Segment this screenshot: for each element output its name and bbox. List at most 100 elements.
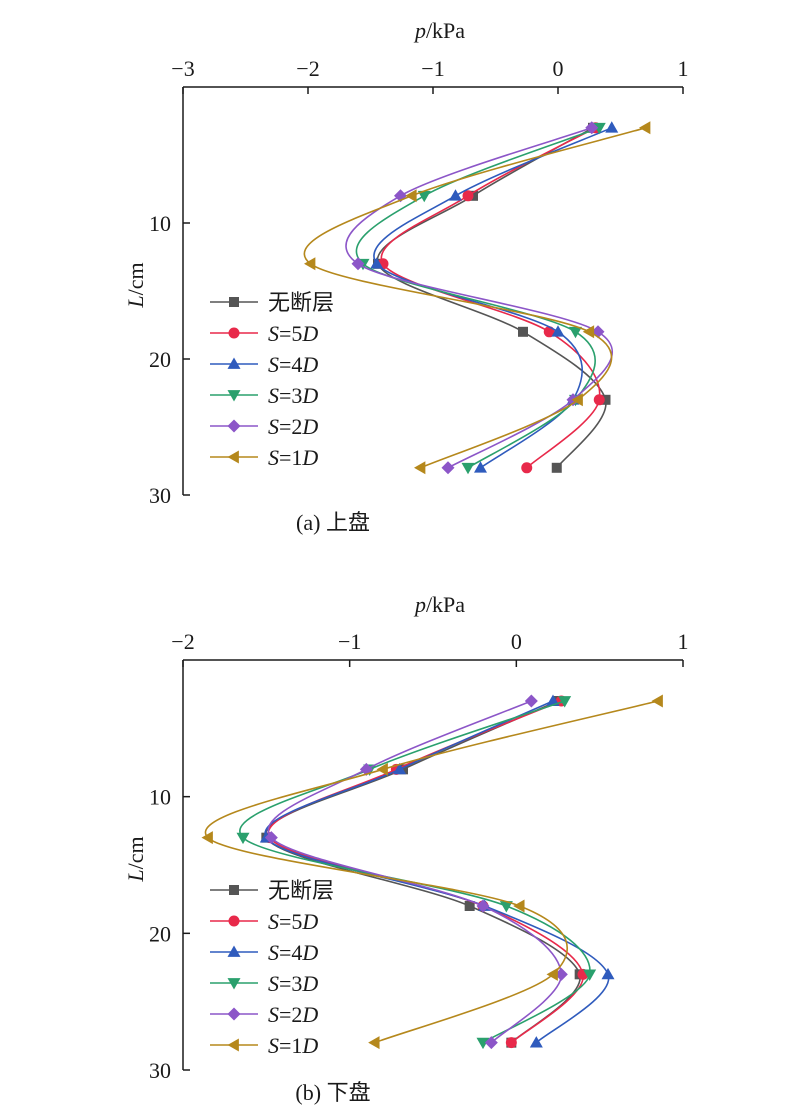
data-point [414, 461, 426, 475]
legend-label-eq: =3 [279, 971, 302, 996]
data-point [393, 762, 407, 775]
data-point [201, 831, 213, 845]
legend-label-eq: =4 [279, 352, 302, 377]
legend-label-var: S [268, 321, 279, 346]
data-point [513, 899, 525, 913]
legend-entry: S=5D [210, 321, 318, 346]
legend-label-var: S [268, 383, 279, 408]
legend-label-sub: D [301, 414, 318, 439]
legend-entry: S=2D [210, 414, 318, 439]
legend-label-sub: D [301, 445, 318, 470]
data-point [521, 462, 533, 474]
legend-marker [229, 297, 239, 307]
data-point [518, 326, 528, 337]
legend-marker [228, 915, 240, 927]
data-point [529, 1036, 543, 1048]
data-point [464, 901, 475, 911]
series-5 [201, 694, 663, 1050]
data-point [476, 1037, 490, 1050]
legend-label-eq: =5 [279, 909, 302, 934]
y-tick-label: 10 [149, 211, 171, 236]
data-point [351, 257, 365, 271]
series-3 [236, 696, 597, 1050]
data-point [571, 393, 583, 407]
legend-entry: S=3D [210, 971, 318, 996]
data-point [441, 461, 455, 475]
legend-label-var: S [268, 414, 279, 439]
legend-entry: 无断层 [210, 290, 334, 315]
data-point [370, 257, 384, 269]
y-axis-label-unit: /cm [123, 262, 148, 295]
x-tick-label: −1 [338, 629, 361, 654]
legend-marker [227, 945, 241, 957]
legend-marker [227, 390, 241, 402]
legend-label-var: S [268, 1002, 279, 1027]
data-point [569, 326, 582, 339]
legend-label-eq: =4 [279, 940, 302, 965]
legend-label-sub: D [301, 971, 318, 996]
data-point [405, 189, 417, 203]
data-point [551, 462, 562, 473]
legend-label: 无断层 [268, 290, 334, 315]
legend-entry: S=2D [210, 1002, 318, 1027]
data-point [476, 899, 490, 913]
data-point [368, 1036, 380, 1050]
series-0 [373, 122, 611, 473]
data-point [264, 831, 278, 845]
data-point [417, 190, 431, 203]
y-axis-label-var: L [123, 295, 148, 308]
legend-label-sub: D [301, 352, 318, 377]
legend-label: S=2D [268, 414, 318, 439]
data-point [474, 461, 487, 473]
x-tick-label: 0 [553, 56, 564, 81]
x-axis-label: p/kPa [413, 592, 465, 617]
x-axis-label-var: p [413, 18, 426, 43]
series-line [373, 127, 613, 469]
x-tick-label: −2 [296, 56, 319, 81]
x-tick-label: −2 [171, 629, 194, 654]
data-point [236, 832, 250, 845]
data-point [639, 121, 651, 135]
data-point [461, 462, 475, 475]
series-4 [264, 694, 568, 1050]
data-point [524, 694, 538, 708]
legend-label: 无断层 [268, 878, 334, 903]
series-line [303, 127, 646, 469]
x-tick-label: −1 [421, 56, 444, 81]
legend-label: S=3D [268, 971, 318, 996]
y-tick-label: 20 [149, 921, 171, 946]
series-1 [377, 122, 605, 474]
legend-label: S=2D [268, 1002, 318, 1027]
data-point [600, 394, 611, 405]
data-point [546, 694, 560, 706]
y-axis-label-unit: /cm [123, 836, 148, 869]
series-2 [370, 121, 619, 473]
x-tick-label: −3 [171, 56, 194, 81]
legend-label-eq: =5 [279, 321, 302, 346]
legend-label-eq: =1 [279, 1033, 302, 1058]
legend-label-sub: D [301, 1033, 318, 1058]
data-point [551, 325, 565, 337]
legend-label: S=1D [268, 445, 318, 470]
series-line [204, 700, 659, 1044]
data-point [585, 121, 599, 135]
data-point [605, 121, 619, 133]
legend-marker [227, 1038, 239, 1052]
y-axis-label: L/cm [123, 836, 148, 882]
series-line [345, 127, 614, 469]
data-point [593, 394, 605, 406]
y-axis-label-var: L [123, 869, 148, 882]
x-tick-label: 1 [678, 56, 689, 81]
data-point [499, 901, 513, 913]
data-point [583, 969, 597, 981]
data-point [582, 325, 595, 339]
legend-marker [227, 419, 241, 433]
x-tick-label: 1 [678, 629, 689, 654]
y-tick-label: 30 [149, 483, 171, 508]
legend-label: S=5D [268, 909, 318, 934]
legend-entry: S=3D [210, 383, 318, 408]
chart-footwall: −2 −1 0 1102030p/kPaL/cm无断层S=5DS=4DS=3DS=2D… [123, 592, 689, 1105]
legend-label-eq: =1 [279, 445, 302, 470]
